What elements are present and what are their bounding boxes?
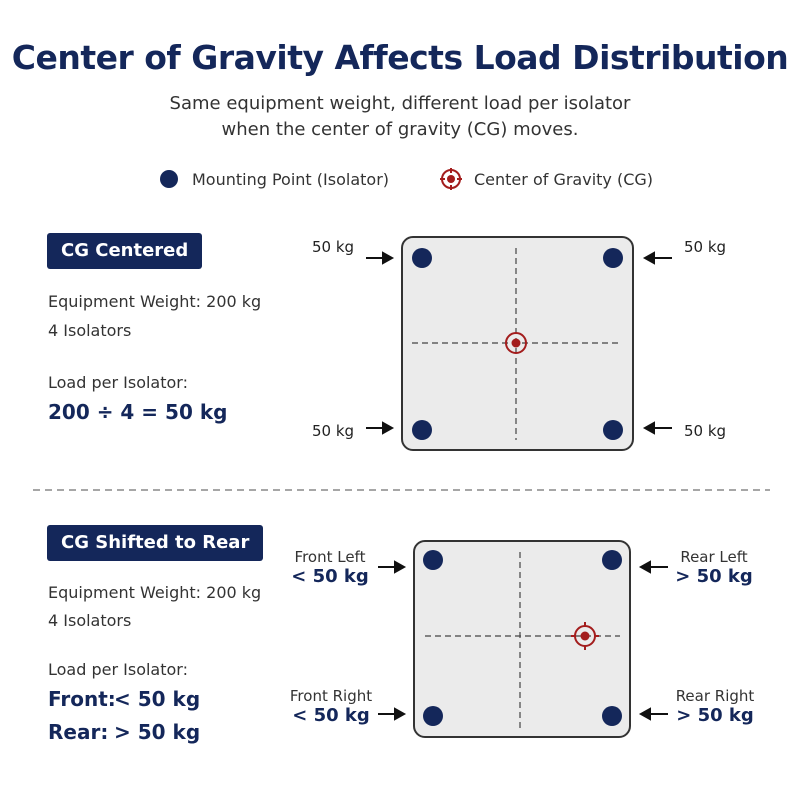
isolator-rear-left <box>602 550 622 570</box>
cg-target-icon <box>440 168 462 190</box>
corner-rear-left: Rear Left > 50 kg <box>672 548 756 587</box>
load-bottom-right: 50 kg <box>684 422 727 440</box>
rear-left-name: Rear Left <box>680 548 748 566</box>
rear-left-value: > 50 kg <box>675 566 753 587</box>
isolator-front-left <box>423 550 443 570</box>
legend-cg: Center of Gravity (CG) <box>440 168 653 190</box>
isolator-rear-right <box>602 706 622 726</box>
shifted-load-label: Load per Isolator: <box>48 660 188 679</box>
cg-marker-centered <box>505 332 527 354</box>
corner-front-left: Front Left < 50 kg <box>288 548 372 587</box>
front-value: < 50 kg <box>114 687 201 711</box>
legend-mounting-label: Mounting Point (Isolator) <box>192 169 390 189</box>
load-top-right: 50 kg <box>684 238 727 256</box>
subtitle: Same equipment weight, different load pe… <box>0 91 800 143</box>
front-left-name: Front Left <box>294 548 366 566</box>
subtitle-line-1: Same equipment weight, different load pe… <box>169 93 631 114</box>
isolator-front-right <box>423 706 443 726</box>
legend-cg-label: Center of Gravity (CG) <box>474 169 654 189</box>
front-right-name: Front Right <box>289 687 373 705</box>
rear-right-name: Rear Right <box>675 687 755 705</box>
load-bottom-left: 50 kg <box>312 422 355 440</box>
mounting-point-icon <box>160 170 178 188</box>
corner-rear-right: Rear Right > 50 kg <box>670 687 760 726</box>
cg-centered-badge: CG Centered <box>47 233 203 269</box>
isolator-top-right <box>603 248 623 268</box>
load-top-left: 50 kg <box>312 238 355 256</box>
centered-load-label: Load per Isolator: <box>48 373 188 392</box>
cg-shifted-badge: CG Shifted to Rear <box>47 525 264 561</box>
page-title: Center of Gravity Affects Load Distribut… <box>11 38 789 77</box>
legend-mounting: Mounting Point (Isolator) <box>160 168 389 190</box>
centered-isolators: 4 Isolators <box>48 321 132 340</box>
centered-formula: 200 ÷ 4 = 50 kg <box>48 400 228 424</box>
corner-front-right: Front Right < 50 kg <box>286 687 376 726</box>
shifted-weight: Equipment Weight: 200 kg <box>48 583 262 602</box>
rear-label: Rear: <box>48 720 109 744</box>
rear-right-value: > 50 kg <box>676 705 754 726</box>
front-left-value: < 50 kg <box>291 566 369 587</box>
cg-marker-shifted <box>571 622 599 650</box>
subtitle-line-2: when the center of gravity (CG) moves. <box>221 119 579 140</box>
shifted-isolators: 4 Isolators <box>48 611 132 630</box>
front-label: Front: <box>48 687 116 711</box>
isolator-bottom-left <box>412 420 432 440</box>
rear-value: > 50 kg <box>114 720 201 744</box>
front-right-value: < 50 kg <box>292 705 370 726</box>
centered-weight: Equipment Weight: 200 kg <box>48 292 262 311</box>
isolator-bottom-right <box>603 420 623 440</box>
isolator-top-left <box>412 248 432 268</box>
